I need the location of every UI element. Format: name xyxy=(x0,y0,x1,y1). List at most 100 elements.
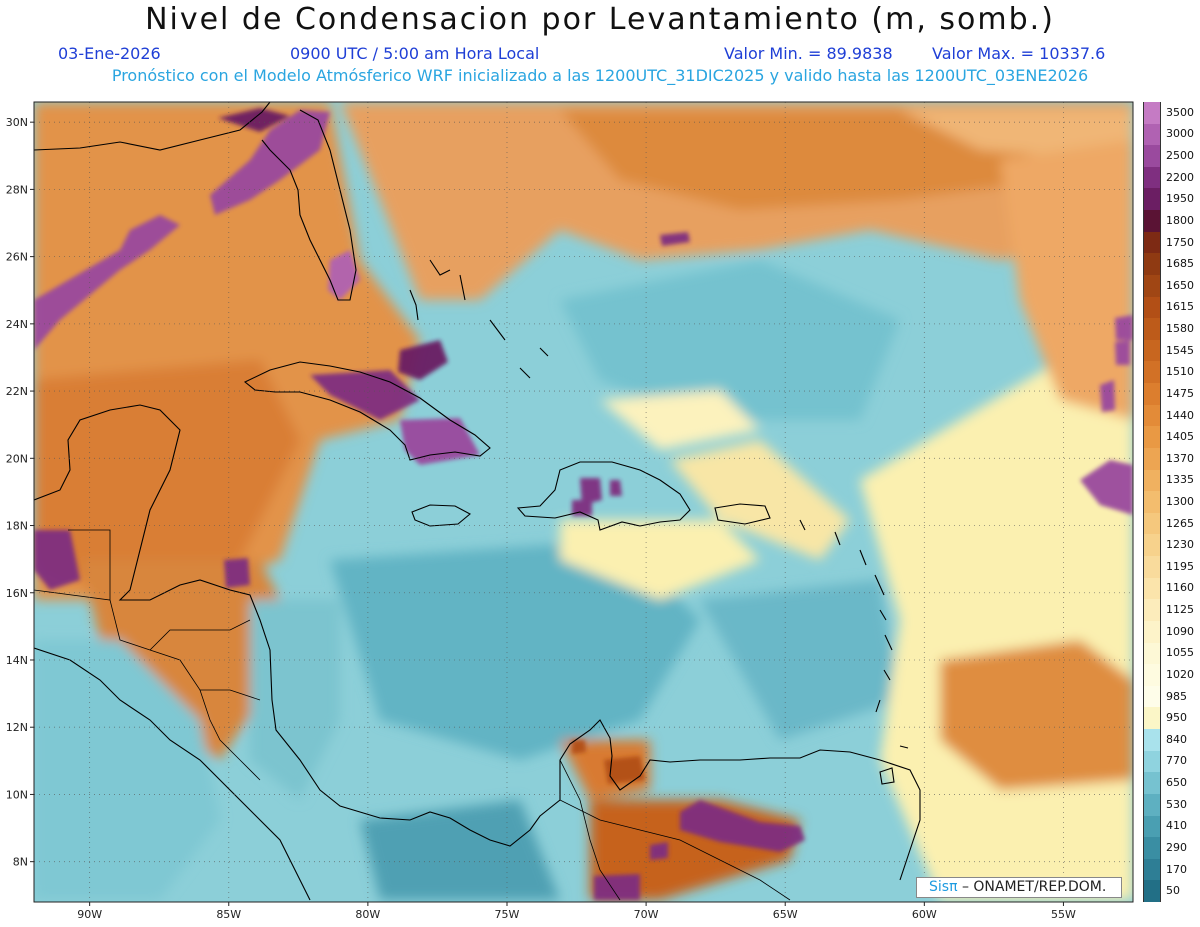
lat-label: 28N xyxy=(6,183,28,196)
colorbar-label: 530 xyxy=(1166,797,1187,811)
colorbar-label: 1545 xyxy=(1166,343,1194,357)
colorbar-label: 1580 xyxy=(1166,322,1194,336)
lon-label: 70W xyxy=(634,908,659,921)
colorbar-label: 2200 xyxy=(1166,170,1194,184)
colorbar-swatch xyxy=(1144,231,1160,254)
lon-label: 65W xyxy=(773,908,798,921)
colorbar-swatch xyxy=(1144,491,1160,514)
lat-label: 14N xyxy=(6,654,28,667)
colorbar-label: 1020 xyxy=(1166,667,1194,681)
colorbar-swatch xyxy=(1144,577,1160,600)
lat-label: 16N xyxy=(6,587,28,600)
lon-label: 60W xyxy=(912,908,937,921)
colorbar-label: 3500 xyxy=(1166,105,1194,119)
colorbar-swatch xyxy=(1144,599,1160,622)
colorbar-label: 1230 xyxy=(1166,538,1194,552)
colorbar-label: 1440 xyxy=(1166,408,1194,422)
lat-label: 30N xyxy=(6,116,28,129)
colorbar-swatch xyxy=(1144,620,1160,644)
lon-label: 80W xyxy=(355,908,380,921)
colorbar-label: 290 xyxy=(1166,840,1187,854)
colorbar-swatch xyxy=(1144,729,1160,752)
colorbar-swatch xyxy=(1144,664,1160,687)
map-field xyxy=(34,102,1133,902)
colorbar-label: 1800 xyxy=(1166,213,1194,227)
colorbar-label: 770 xyxy=(1166,754,1187,768)
colorbar-swatch xyxy=(1144,361,1160,384)
colorbar-label: 170 xyxy=(1166,862,1187,876)
colorbar-swatch xyxy=(1144,318,1160,341)
colorbar-label: 1090 xyxy=(1166,624,1194,638)
colorbar-label: 1265 xyxy=(1166,516,1194,530)
colorbar-swatch xyxy=(1144,210,1160,233)
colorbar-swatch xyxy=(1144,404,1160,427)
lat-label: 18N xyxy=(6,520,28,533)
lon-label: 55W xyxy=(1051,908,1076,921)
colorbar-swatch xyxy=(1144,447,1160,471)
colorbar-swatch xyxy=(1144,793,1160,816)
credit-text: – ONAMET/REP.DOM. xyxy=(961,879,1107,895)
lat-label: 8N xyxy=(13,856,28,869)
graticule xyxy=(34,102,1133,902)
lon-label: 75W xyxy=(495,908,520,921)
colorbar-label: 1650 xyxy=(1166,278,1194,292)
colorbar xyxy=(1143,102,1161,903)
colorbar-swatch xyxy=(1144,426,1160,449)
forecast-time: 0900 UTC / 5:00 am Hora Local xyxy=(290,44,540,63)
colorbar-label: 1125 xyxy=(1166,603,1194,617)
colorbar-label: 1510 xyxy=(1166,365,1194,379)
colorbar-label: 1475 xyxy=(1166,386,1194,400)
colorbar-swatch xyxy=(1144,512,1160,535)
lat-label: 10N xyxy=(6,788,28,801)
colorbar-swatch xyxy=(1144,556,1160,579)
colorbar-swatch xyxy=(1144,750,1160,773)
colorbar-label: 50 xyxy=(1166,884,1180,898)
axis-ticks: 30N 28N 26N 24N 22N 20N 18N 16N 14N 12N 10N 8N 90W 85… xyxy=(6,116,1076,921)
colorbar-swatch xyxy=(1144,296,1160,319)
colorbar-swatch xyxy=(1144,837,1160,860)
colorbar-label: 1300 xyxy=(1166,495,1194,508)
forecast-description: Pronóstico con el Modelo Atmósferico WRF… xyxy=(111,66,1089,85)
colorbar-label: 1335 xyxy=(1166,473,1194,487)
credit-brand: Sisπ xyxy=(929,879,958,895)
colorbar-label: 1750 xyxy=(1166,235,1194,249)
colorbar-label: 2500 xyxy=(1166,149,1194,163)
colorbar-label: 1615 xyxy=(1166,300,1194,314)
map-frame xyxy=(33,101,1134,903)
colorbar-swatch xyxy=(1144,274,1160,298)
lat-label: 20N xyxy=(6,452,28,465)
colorbar-swatch xyxy=(1144,383,1160,406)
colorbar-label: 1405 xyxy=(1166,430,1194,444)
colorbar-swatch xyxy=(1144,145,1160,168)
colorbar-swatch xyxy=(1144,534,1160,557)
colorbar-label: 1950 xyxy=(1166,192,1194,206)
colorbar-label: 985 xyxy=(1166,689,1187,703)
colorbar-label: 1160 xyxy=(1166,581,1194,595)
colorbar-label: 950 xyxy=(1166,711,1187,725)
colorbar-swatch xyxy=(1144,253,1160,276)
colorbar-swatch xyxy=(1144,772,1160,795)
colorbar-label: 410 xyxy=(1166,819,1187,833)
colorbar-swatch xyxy=(1144,858,1160,881)
credit-box: Sisπ – ONAMET/REP.DOM. xyxy=(916,877,1122,898)
colorbar-swatch xyxy=(1144,815,1160,838)
lat-label: 24N xyxy=(6,318,28,331)
map-title: Nivel de Condensacion por Levantamiento … xyxy=(145,2,1055,37)
value-max: Valor Max. = 10337.6 xyxy=(932,44,1106,63)
colorbar-swatch xyxy=(1144,707,1160,730)
lon-label: 90W xyxy=(77,908,102,921)
colorbar-label: 1195 xyxy=(1166,559,1194,573)
colorbar-label: 840 xyxy=(1166,732,1187,746)
lat-label: 12N xyxy=(6,721,28,734)
colorbar-label: 1370 xyxy=(1166,451,1194,465)
lat-label: 22N xyxy=(6,385,28,398)
colorbar-swatch xyxy=(1144,685,1160,708)
colorbar-swatch xyxy=(1144,123,1160,146)
colorbar-swatch xyxy=(1144,166,1160,189)
colorbar-label: 650 xyxy=(1166,776,1187,790)
colorbar-swatch xyxy=(1144,642,1160,665)
colorbar-swatch xyxy=(1144,469,1160,492)
colorbar-swatch xyxy=(1144,188,1160,211)
colorbar-swatch xyxy=(1144,102,1160,125)
